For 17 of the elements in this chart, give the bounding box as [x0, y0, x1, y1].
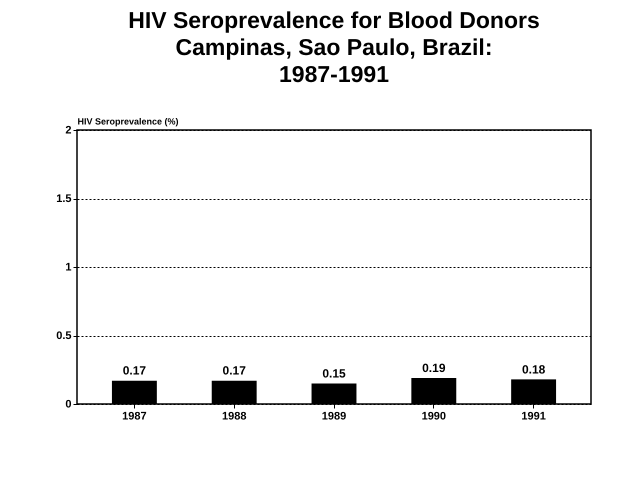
x-tick-label: 1987 [122, 410, 147, 422]
data-label: 0.17 [122, 364, 146, 378]
y-tick-label: 1 [65, 262, 72, 274]
y-tick-label: 1.5 [56, 193, 72, 205]
y-axis-title: HIV Seroprevalence (%) [78, 116, 179, 126]
data-label: 0.19 [422, 360, 446, 375]
x-tick-label: 1991 [521, 410, 546, 422]
y-tick-label: 2 [65, 124, 72, 136]
y-tick-label: 0.5 [56, 330, 72, 342]
data-label: 0.15 [322, 366, 346, 380]
x-tick-label: 1988 [222, 410, 246, 422]
y-tick-label: 0 [65, 398, 72, 410]
data-label: 0.17 [222, 364, 246, 378]
data-label: 0.18 [522, 362, 546, 376]
chart-title: HIV Seroprevalence for Blood Donors Campinas, Sao Paulo, Brazil: 1987-1991 [128, 7, 540, 87]
x-tick-label: 1989 [322, 410, 346, 422]
x-tick-label: 1990 [422, 410, 446, 422]
